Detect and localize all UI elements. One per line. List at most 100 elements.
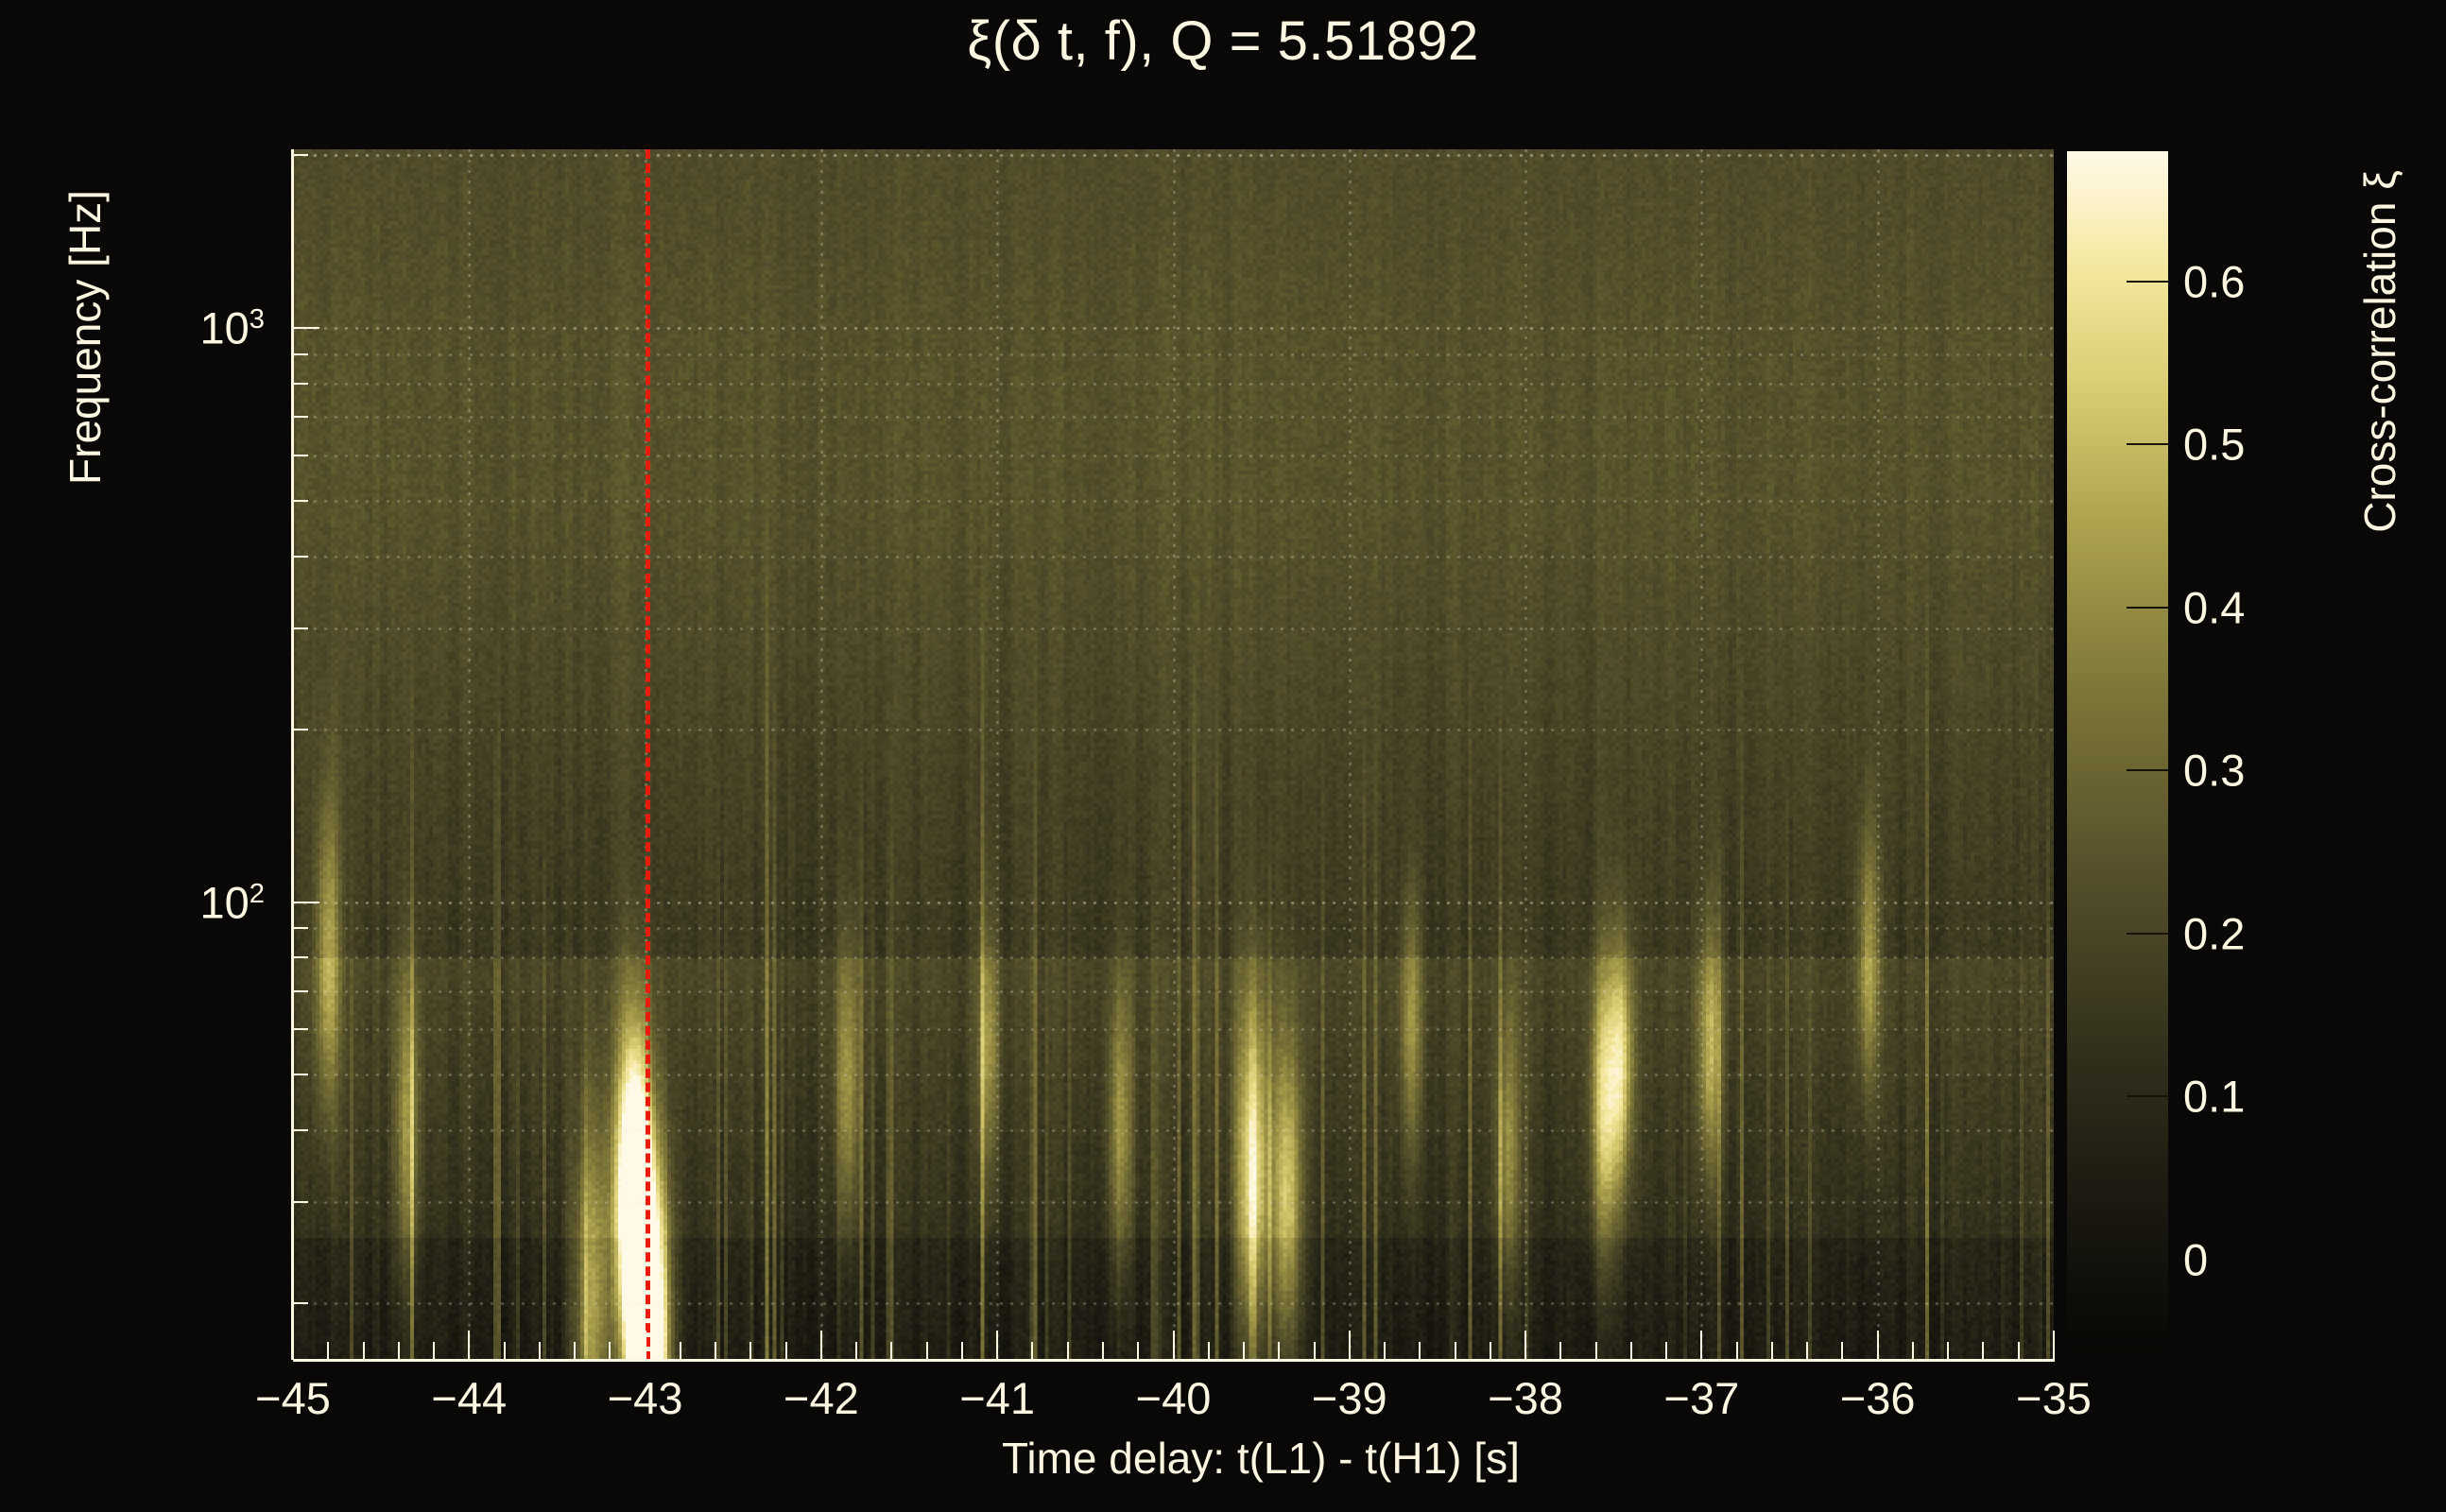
x-tick-minor (1137, 1342, 1140, 1359)
x-tick-minor (1313, 1342, 1316, 1359)
colorbar-title: Cross-correlation ξ (2355, 170, 2404, 533)
x-tick-minor (960, 1342, 963, 1359)
y-tick-minor (293, 927, 308, 930)
colorbar-tick (2127, 280, 2168, 283)
x-tick-minor (1489, 1342, 1491, 1359)
time-delay-marker-line (646, 149, 650, 1361)
x-tick-minor (1384, 1342, 1387, 1359)
y-tick-minor (293, 1074, 308, 1076)
x-tick-label: −42 (784, 1373, 859, 1423)
y-tick-minor (293, 627, 308, 629)
y-tick-minor (293, 728, 308, 730)
colorbar-tick (2127, 606, 2168, 609)
colorbar-tick (2127, 1258, 2168, 1261)
colorbar-gradient (2067, 151, 2168, 1357)
y-tick-minor (293, 1302, 308, 1305)
colorbar-tick-label: 0.5 (2183, 419, 2246, 470)
y-tick-minor (293, 454, 308, 456)
y-tick-label: 103 (199, 302, 265, 353)
x-tick-minor (1735, 1342, 1738, 1359)
x-tick-minor (715, 1342, 717, 1359)
y-tick-minor (293, 382, 308, 385)
x-axis-line (293, 1359, 2055, 1362)
x-tick-minor (1806, 1342, 1809, 1359)
x-tick-label: −43 (607, 1373, 683, 1423)
x-tick-minor (1559, 1342, 1562, 1359)
x-tick-minor (433, 1342, 436, 1359)
colorbar-tick (2127, 443, 2168, 446)
x-tick-minor (1243, 1342, 1246, 1359)
x-tick-label: −44 (431, 1373, 508, 1423)
y-tick-minor (293, 154, 308, 157)
x-tick-minor (1594, 1342, 1597, 1359)
x-tick-minor (1770, 1342, 1773, 1359)
x-tick-minor (925, 1342, 928, 1359)
y-tick-minor (293, 352, 308, 355)
heatmap-plot-area (293, 149, 2054, 1359)
colorbar-tick-label: 0.1 (2183, 1071, 2246, 1122)
x-tick-major (292, 1331, 294, 1359)
x-tick-minor (855, 1342, 858, 1359)
x-tick-major (468, 1331, 471, 1359)
grid-overlay (293, 149, 2054, 1359)
x-tick-minor (1031, 1342, 1034, 1359)
colorbar-tick-label: 0.2 (2183, 908, 2246, 959)
x-tick-minor (2017, 1342, 2020, 1359)
x-tick-major (819, 1331, 822, 1359)
y-tick-major (293, 327, 319, 330)
x-tick-major (1172, 1331, 1175, 1359)
x-tick-minor (1841, 1342, 1844, 1359)
x-tick-major (996, 1331, 999, 1359)
y-tick-major (293, 901, 319, 903)
x-tick-label: −45 (255, 1373, 331, 1423)
x-tick-minor (1947, 1342, 1950, 1359)
y-tick-minor (293, 989, 308, 992)
x-tick-minor (609, 1342, 612, 1359)
x-tick-minor (1278, 1342, 1281, 1359)
x-tick-minor (362, 1342, 365, 1359)
x-tick-label: −36 (1839, 1373, 1916, 1423)
x-tick-minor (1982, 1342, 1985, 1359)
x-tick-minor (1207, 1342, 1210, 1359)
x-tick-minor (784, 1342, 787, 1359)
x-tick-major (1348, 1331, 1351, 1359)
x-tick-minor (503, 1342, 506, 1359)
x-tick-minor (1419, 1342, 1421, 1359)
y-tick-minor (293, 555, 308, 558)
x-tick-minor (1066, 1342, 1069, 1359)
x-tick-minor (749, 1342, 752, 1359)
x-tick-major (1876, 1331, 1879, 1359)
colorbar-tick-label: 0 (2183, 1234, 2209, 1285)
x-tick-minor (397, 1342, 400, 1359)
y-tick-minor (293, 956, 308, 959)
x-tick-minor (679, 1342, 681, 1359)
colorbar-tick (2127, 932, 2168, 935)
x-tick-minor (1454, 1342, 1456, 1359)
page-title: ξ(δ t, f), Q = 5.51892 (967, 10, 1479, 72)
y-tick-minor (293, 1201, 308, 1204)
x-axis-title: Time delay: t(L1) - t(H1) [s] (1002, 1434, 1520, 1483)
x-tick-label: −35 (2016, 1373, 2092, 1423)
x-tick-minor (538, 1342, 541, 1359)
x-tick-minor (327, 1342, 330, 1359)
y-tick-minor (293, 416, 308, 419)
x-tick-major (644, 1331, 646, 1359)
x-tick-minor (574, 1342, 577, 1359)
x-tick-label: −38 (1488, 1373, 1563, 1423)
colorbar-tick-label: 0.6 (2183, 256, 2246, 307)
x-tick-minor (890, 1342, 893, 1359)
y-tick-label: 102 (199, 877, 265, 928)
x-tick-minor (1665, 1342, 1668, 1359)
x-tick-major (2053, 1331, 2055, 1359)
colorbar-tick-label: 0.4 (2183, 582, 2246, 633)
x-tick-minor (1101, 1342, 1104, 1359)
x-tick-major (1700, 1331, 1703, 1359)
x-tick-label: −41 (959, 1373, 1036, 1423)
x-tick-minor (1911, 1342, 1914, 1359)
x-tick-label: −37 (1663, 1373, 1740, 1423)
y-tick-minor (293, 1028, 308, 1031)
colorbar-tick-label: 0.3 (2183, 745, 2246, 796)
y-tick-minor (293, 1129, 308, 1132)
x-tick-label: −40 (1135, 1373, 1212, 1423)
